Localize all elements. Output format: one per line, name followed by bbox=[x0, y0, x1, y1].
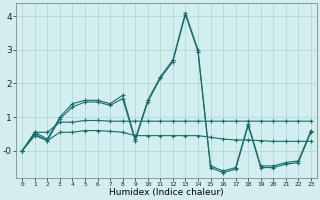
X-axis label: Humidex (Indice chaleur): Humidex (Indice chaleur) bbox=[109, 188, 224, 197]
